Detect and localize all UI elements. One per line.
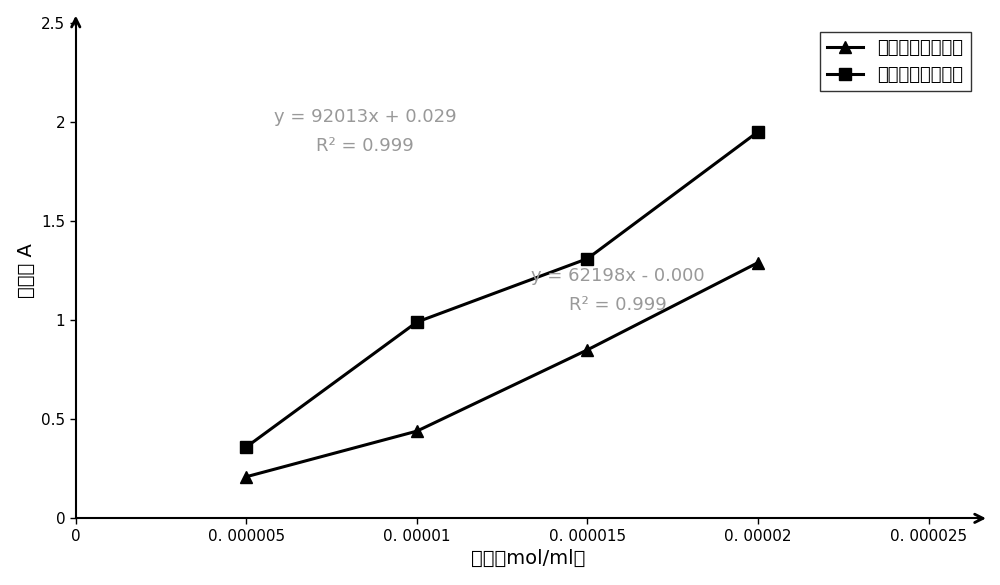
Line: 顺丁烯二酸双乙酯: 顺丁烯二酸双乙酯 [240,256,764,483]
顺丁烯二酸双乙酯 [240,473,252,480]
Line: 顺丁烯二酸单乙酯: 顺丁烯二酸单乙酯 [240,125,764,453]
Legend: 顺丁烯二酸双乙酯, 顺丁烯二酸单乙酯: 顺丁烯二酸双乙酯, 顺丁烯二酸单乙酯 [820,32,971,91]
X-axis label: 浓度（mol/ml）: 浓度（mol/ml） [471,549,585,569]
顺丁烯二酸单乙酯 [411,319,423,326]
顺丁烯二酸单乙酯 [752,128,764,135]
顺丁烯二酸双乙酯 [752,259,764,266]
顺丁烯二酸双乙酯 [411,428,423,435]
Y-axis label: 吸光度 A: 吸光度 A [17,243,36,298]
顺丁烯二酸单乙酯 [581,255,593,262]
Text: y = 62198x - 0.000
R² = 0.999: y = 62198x - 0.000 R² = 0.999 [531,267,705,314]
顺丁烯二酸单乙酯 [240,443,252,450]
Text: y = 92013x + 0.029
R² = 0.999: y = 92013x + 0.029 R² = 0.999 [274,108,456,156]
顺丁烯二酸双乙酯 [581,346,593,353]
